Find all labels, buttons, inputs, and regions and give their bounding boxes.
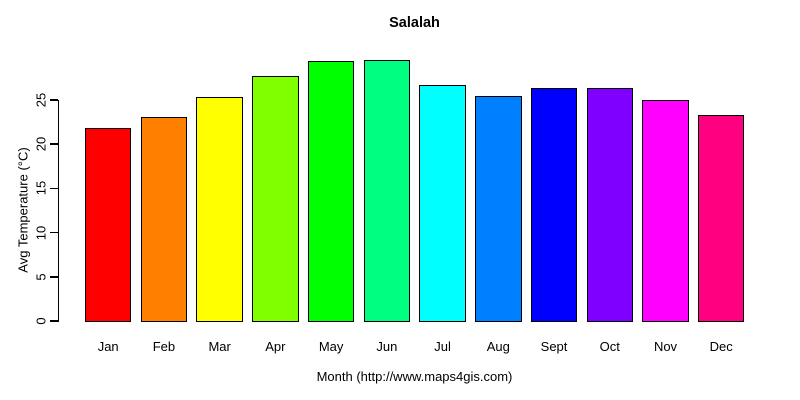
x-axis-title: Month (http://www.maps4gis.com) (316, 369, 513, 384)
y-axis-title: Avg Temperature (°C) (15, 147, 31, 273)
y-tick-mark-20 (50, 143, 58, 145)
bar-sept (530, 87, 578, 322)
bar-aug (475, 95, 522, 322)
bar-jul (419, 85, 466, 322)
x-tick-label-jun: Jun (376, 339, 398, 354)
y-tick-mark-10 (50, 231, 58, 234)
x-tick-label-jan: Jan (97, 339, 119, 354)
y-tick-mark-5 (50, 276, 58, 278)
bar-mar (196, 97, 243, 322)
y-tick-label-5: 5 (33, 273, 49, 281)
y-tick-label-0: 0 (33, 317, 49, 325)
bar-nov (642, 100, 689, 322)
y-tick-label-15: 15 (33, 181, 49, 196)
bar-dec (698, 115, 745, 322)
bar-apr (252, 76, 299, 322)
chart-title: Salalah (389, 15, 440, 31)
x-tick-label-nov: Nov (653, 339, 678, 354)
x-tick-label-feb: Feb (152, 339, 176, 354)
y-tick-label-25: 25 (33, 92, 49, 108)
x-tick-label-oct: Oct (599, 339, 620, 354)
x-tick-label-apr: Apr (265, 339, 286, 354)
bar-may (307, 61, 355, 322)
bar-jun (363, 60, 411, 322)
y-tick-label-10: 10 (33, 225, 49, 240)
x-tick-label-mar: Mar (208, 339, 231, 354)
y-axis-line (57, 100, 59, 322)
x-tick-label-dec: Dec (709, 339, 733, 354)
bar-feb (140, 116, 188, 322)
bar-jan (85, 127, 132, 322)
x-tick-label-may: May (318, 339, 344, 354)
bar-oct (586, 87, 633, 322)
x-tick-label-jul: Jul (434, 339, 451, 354)
y-tick-label-20: 20 (33, 136, 49, 152)
y-tick-mark-0 (50, 320, 58, 322)
x-tick-label-aug: Aug (486, 339, 510, 354)
x-tick-label-sept: Sept (540, 339, 568, 354)
y-tick-mark-25 (50, 99, 58, 101)
y-tick-mark-15 (50, 187, 58, 190)
